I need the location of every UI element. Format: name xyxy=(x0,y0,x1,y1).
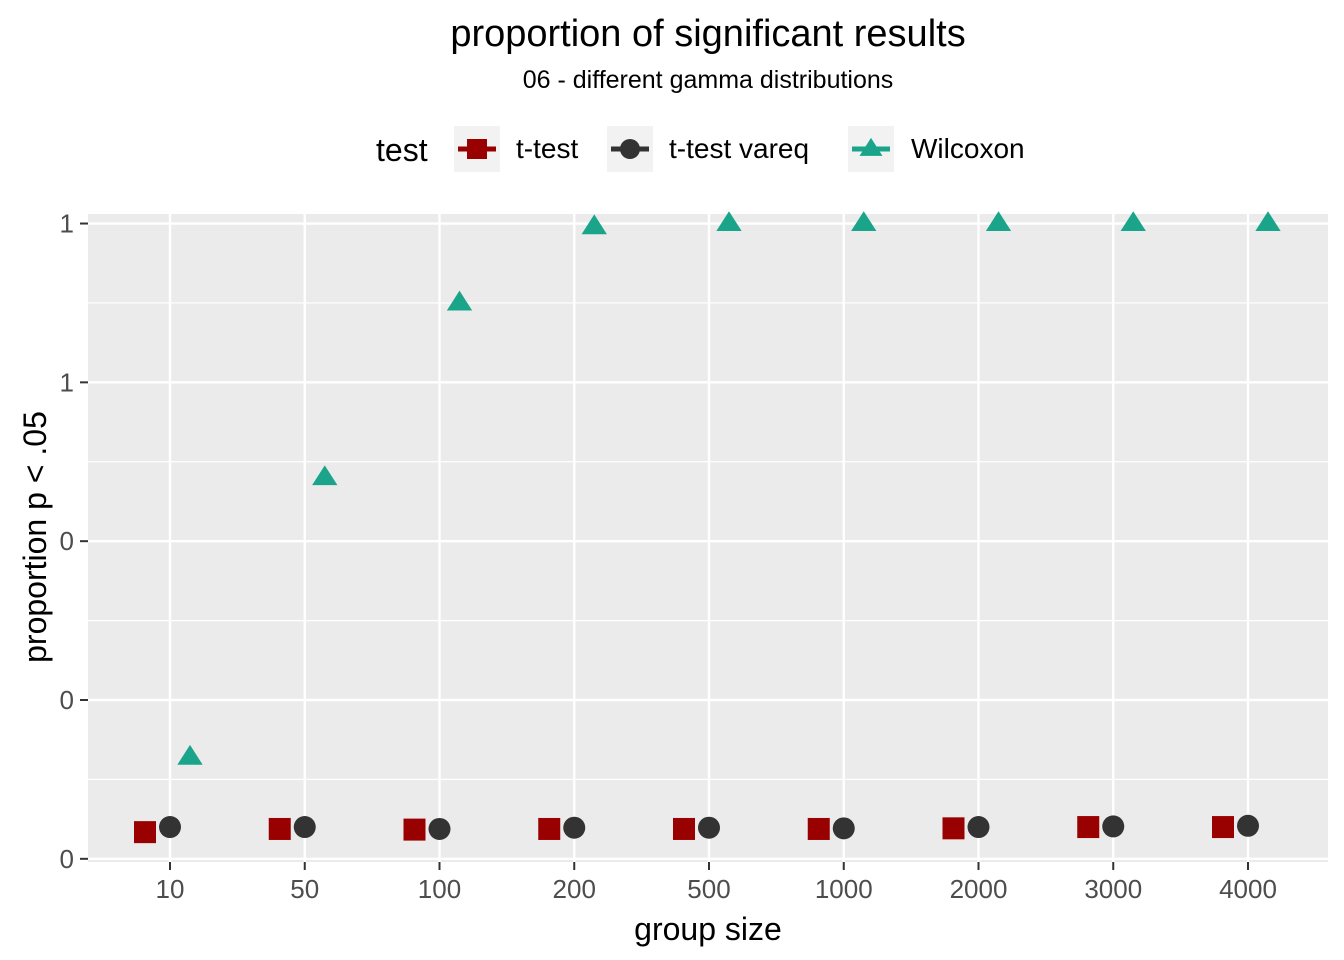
x-tick-label: 3000 xyxy=(1084,874,1142,904)
legend-label: t-test xyxy=(516,133,578,164)
x-tick-label: 2000 xyxy=(950,874,1008,904)
x-tick-label: 200 xyxy=(553,874,596,904)
legend-key-triangle xyxy=(848,126,894,172)
legend-title: test xyxy=(376,132,428,168)
legend-key-marker xyxy=(467,139,487,159)
point-triangle xyxy=(851,211,877,232)
point-triangle xyxy=(581,214,607,235)
y-axis: 0 0 0 1 1 xyxy=(60,209,88,874)
point-circle xyxy=(967,816,990,839)
point-square xyxy=(1077,816,1100,839)
point-triangle xyxy=(716,211,742,232)
y-tick-label: 0 xyxy=(60,685,74,715)
x-tick-label: 4000 xyxy=(1219,874,1277,904)
point-triangle xyxy=(1120,211,1146,232)
point-triangle xyxy=(1255,211,1281,232)
x-tick-label: 500 xyxy=(687,874,730,904)
point-circle xyxy=(159,816,181,839)
y-tick-label: 1 xyxy=(60,367,74,397)
point-square xyxy=(538,817,561,840)
chart-title: proportion of significant results xyxy=(450,13,965,55)
point-square xyxy=(268,817,291,840)
legend-key-marker xyxy=(620,139,640,159)
point-circle xyxy=(698,816,720,839)
point-square xyxy=(673,817,695,840)
point-triangle xyxy=(985,211,1012,232)
x-tick-label: 1000 xyxy=(815,874,873,904)
legend-key-square xyxy=(454,126,500,172)
point-circle xyxy=(563,816,586,839)
legend-label: t-test vareq xyxy=(669,133,809,164)
y-axis-title: proportion p < .05 xyxy=(17,411,53,663)
point-triangle xyxy=(177,744,203,765)
x-axis-title: group size xyxy=(634,911,782,947)
point-circle xyxy=(1102,815,1125,838)
x-tick-label: 10 xyxy=(156,874,185,904)
x-tick-label: 100 xyxy=(418,874,461,904)
major-gridlines xyxy=(88,214,1328,862)
y-tick-label: 1 xyxy=(60,209,74,239)
point-triangle xyxy=(446,290,473,311)
point-circle xyxy=(428,817,451,840)
y-tick-label: 0 xyxy=(60,526,74,556)
y-tick-label: 0 xyxy=(60,844,74,874)
point-square xyxy=(807,817,830,840)
point-square xyxy=(403,818,426,841)
legend-key-circle xyxy=(607,126,653,172)
point-circle xyxy=(832,817,855,840)
legend-key-marker xyxy=(859,137,883,156)
legend: test t-test t-test vareq Wilcoxon xyxy=(376,126,1025,172)
point-circle xyxy=(1237,814,1259,837)
legend-label: Wilcoxon xyxy=(911,133,1025,164)
point-square xyxy=(942,817,965,840)
chart-subtitle: 06 - different gamma distributions xyxy=(523,66,894,94)
x-axis: 10 50 100 200 500 1000 2000 3000 4000 xyxy=(156,862,1277,904)
x-tick-label: 50 xyxy=(290,874,319,904)
point-circle xyxy=(293,816,316,839)
point-triangle xyxy=(312,465,338,486)
point-square xyxy=(134,821,156,844)
data-points xyxy=(134,211,1281,844)
point-square xyxy=(1212,816,1234,839)
